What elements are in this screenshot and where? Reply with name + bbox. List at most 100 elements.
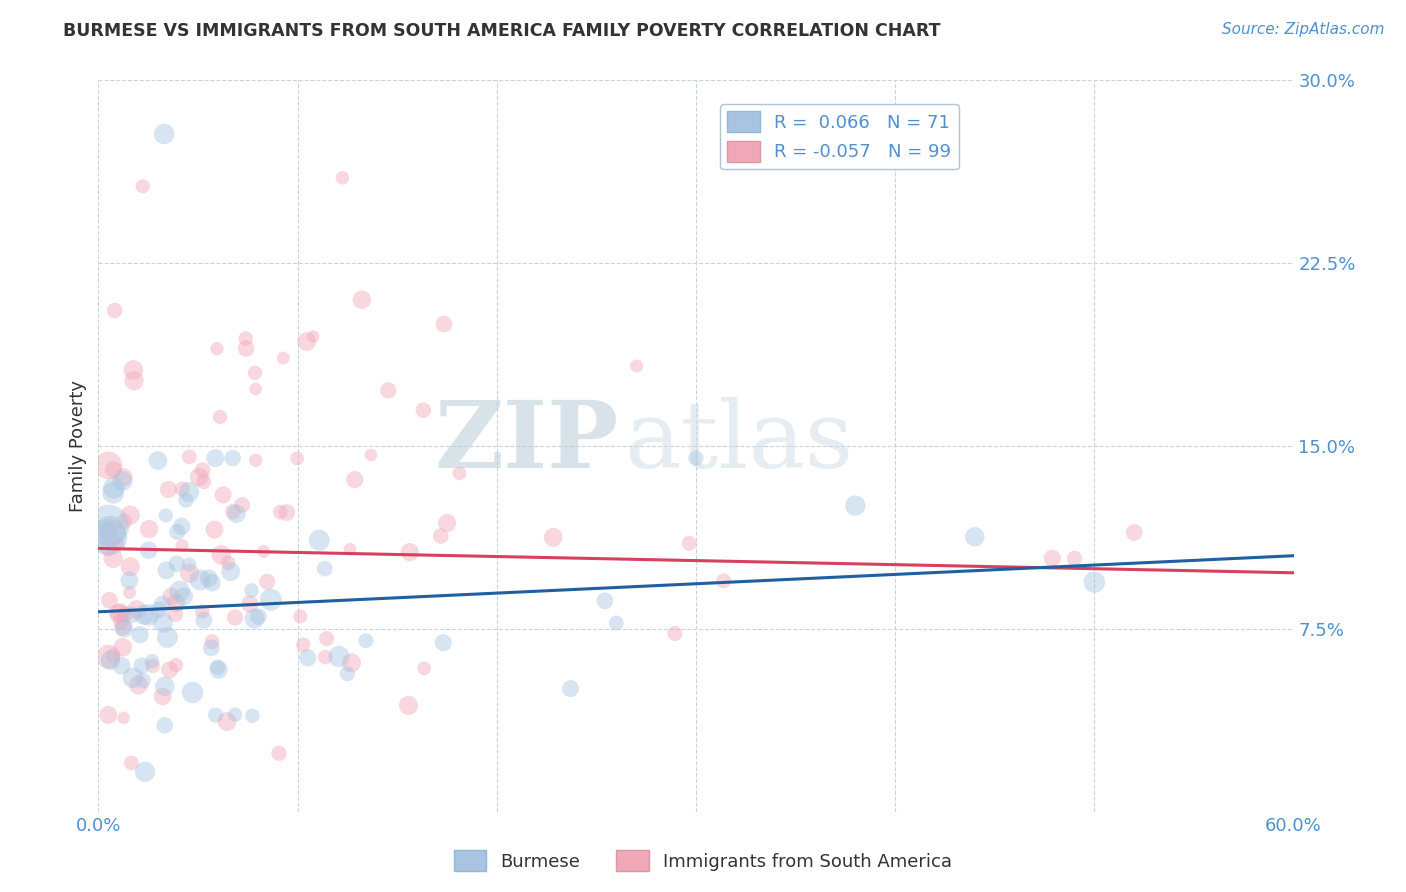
Text: ZIP: ZIP [434,397,619,487]
Point [713,574,735,588]
Point [101,485,124,500]
Point [204,708,226,723]
Point [398,698,420,713]
Point [267,747,290,761]
Point [156,631,179,645]
Point [235,342,257,356]
Point [276,506,298,520]
Point [240,583,263,598]
Point [340,656,363,670]
Point [103,481,125,495]
Point [111,620,134,634]
Point [103,551,125,566]
Point [212,488,235,502]
Point [200,640,222,655]
Point [350,293,373,307]
Point [157,483,180,497]
Point [166,524,188,539]
Point [205,342,228,356]
Point [110,606,132,620]
Point [235,332,257,346]
Point [245,453,267,467]
Point [118,585,141,599]
Point [155,508,177,523]
Point [253,544,276,558]
Point [243,366,266,380]
Point [138,607,160,622]
Point [112,515,135,529]
Point [413,661,436,675]
Point [152,597,174,611]
Point [242,708,264,723]
Point [170,538,193,552]
Point [593,594,616,608]
Point [165,607,187,621]
Point [208,663,231,677]
Point [605,615,627,630]
Point [111,474,134,488]
Point [201,634,224,648]
Point [120,508,142,522]
Point [360,448,382,462]
Point [328,649,350,664]
Point [142,659,165,673]
Point [285,451,308,466]
Point [107,537,129,551]
Point [131,658,153,673]
Point [208,409,231,424]
Point [97,649,120,664]
Point [97,540,120,554]
Point [170,519,193,533]
Point [159,663,181,677]
Point [97,530,120,544]
Point [122,671,145,685]
Point [141,654,163,668]
Point [100,653,122,667]
Point [104,303,127,318]
Text: atlas: atlas [624,397,853,487]
Point [128,678,150,692]
Point [224,610,246,624]
Point [122,374,145,388]
Point [224,707,246,722]
Point [146,453,169,467]
Point [97,524,120,538]
Point [125,602,148,616]
Legend: Burmese, Immigrants from South America: Burmese, Immigrants from South America [446,843,960,879]
Point [292,638,315,652]
Point [120,756,142,770]
Point [247,609,270,624]
Point [222,505,245,519]
Point [174,493,197,508]
Point [204,523,226,537]
Point [678,536,700,550]
Point [132,179,155,194]
Point [201,575,224,590]
Point [314,561,336,575]
Point [177,558,200,572]
Point [336,666,359,681]
Point [207,660,229,674]
Point [239,597,262,611]
Point [295,334,318,349]
Point [436,516,458,530]
Point [165,658,187,673]
Point [260,592,283,607]
Point [269,505,291,519]
Point [152,615,174,630]
Point [122,363,145,377]
Point [297,651,319,665]
Point [114,607,136,622]
Point [101,648,124,663]
Point [963,530,986,544]
Point [110,614,132,628]
Point [685,451,707,466]
Point [377,384,399,398]
Point [132,673,155,688]
Point [225,507,247,521]
Point [103,462,125,476]
Point [302,329,325,343]
Point [97,458,120,473]
Point [153,718,176,732]
Point [148,603,170,617]
